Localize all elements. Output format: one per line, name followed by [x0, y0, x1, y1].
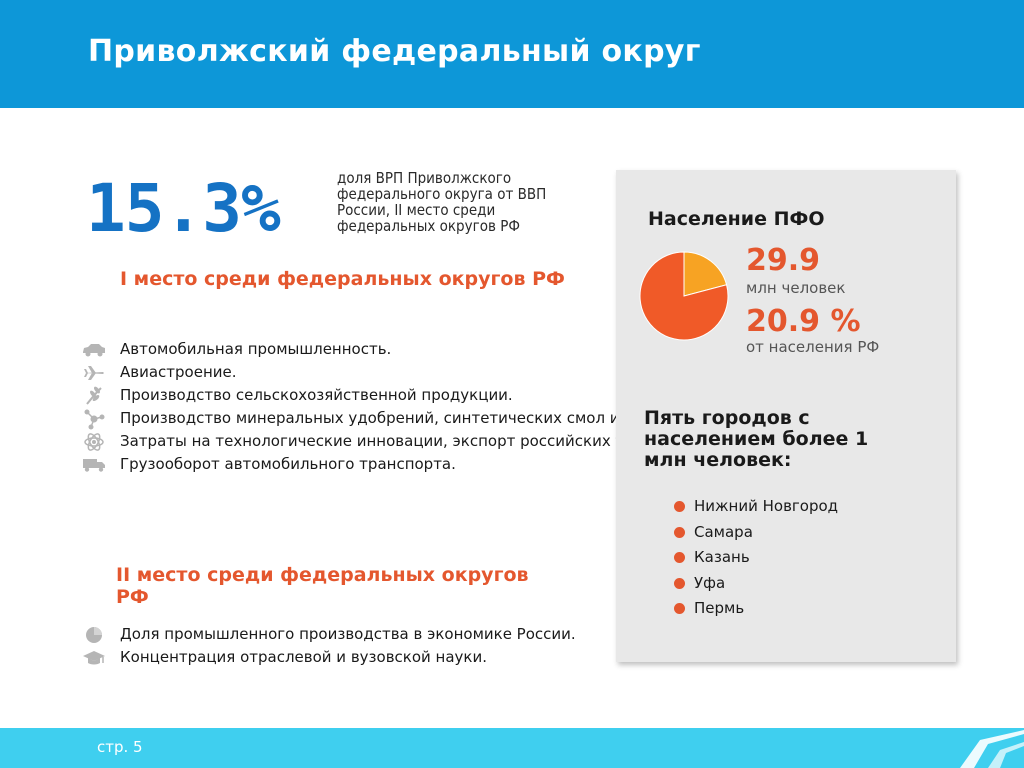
- list-item-label: Производство сельскохозяйственной продук…: [120, 386, 513, 404]
- city-item: Пермь: [674, 599, 838, 618]
- city-name: Казань: [694, 548, 750, 566]
- footer-bar: [0, 728, 1024, 768]
- population-share-value: 20.9 %: [746, 304, 861, 339]
- list-item: Производство минеральных удобрений, синт…: [80, 409, 712, 430]
- list-item: Производство сельскохозяйственной продук…: [80, 386, 712, 405]
- bullet-dot-icon: [674, 552, 685, 563]
- list-item: Грузооборот автомобильного транспорта.: [80, 455, 712, 474]
- city-name: Самара: [694, 522, 753, 541]
- list-item: Затраты на технологические инновации, эк…: [80, 432, 712, 451]
- population-share-label: от населения РФ: [746, 338, 880, 356]
- list-item-label: Производство минеральных удобрений, синт…: [120, 409, 712, 427]
- list-item-label: Грузооборот автомобильного транспорта.: [120, 455, 456, 473]
- header-bar: Приволжский федеральный округ: [0, 0, 1024, 108]
- rank-1-heading: I место среди федеральных округов РФ: [120, 268, 565, 290]
- pie-chart-icon: [82, 626, 106, 644]
- page-number: стр. 5: [97, 738, 143, 756]
- truck-icon: [82, 456, 106, 474]
- page-title: Приволжский федеральный округ: [88, 34, 701, 69]
- city-name: Уфа: [694, 573, 726, 592]
- bullet-dot-icon: [674, 526, 685, 538]
- bullet-dot-icon: [674, 501, 685, 512]
- atom-icon: [82, 433, 106, 451]
- list-item: Концентрация отраслевой и вузовской наук…: [80, 648, 576, 667]
- pie-slice-pfo: [683, 251, 728, 297]
- cities-heading: Пять городов с населением более 1 млн че…: [644, 407, 869, 471]
- list-item-label: Доля промышленного производства в эконом…: [120, 625, 576, 643]
- graduation-cap-icon: [82, 649, 106, 667]
- population-pie-chart: [639, 251, 729, 341]
- bullet-dot-icon: [674, 577, 685, 589]
- cities-list: Нижний Новгород Самара Казань Уфа Пермь: [674, 497, 838, 625]
- airplane-icon: [82, 364, 106, 382]
- list-item-label: Концентрация отраслевой и вузовской наук…: [120, 648, 487, 666]
- rank-1-list: Автомобильная промышленность. Авиастроен…: [80, 340, 712, 478]
- car-icon: [82, 341, 106, 359]
- list-item-label: Затраты на технологические инновации, эк…: [120, 432, 713, 450]
- bullet-dot-icon: [674, 603, 685, 614]
- population-heading: Население ПФО: [648, 208, 825, 230]
- list-item: Авиастроение.: [80, 363, 712, 382]
- population-value: 29.9: [746, 243, 821, 278]
- city-item: Уфа: [674, 574, 838, 593]
- city-name: Нижний Новгород: [694, 497, 839, 515]
- list-item: Автомобильная промышленность.: [80, 340, 712, 359]
- list-item: Доля промышленного производства в эконом…: [80, 625, 576, 644]
- list-item-label: Автомобильная промышленность.: [120, 340, 392, 358]
- population-unit: млн человек: [746, 279, 846, 297]
- city-item: Нижний Новгород: [674, 497, 838, 516]
- rank-2-heading: II место среди федеральных округов РФ: [116, 564, 529, 608]
- wheat-icon: [82, 386, 106, 405]
- pie-slice-rest-of-russia: [639, 251, 729, 341]
- gdp-share-value: 15.3%: [86, 170, 281, 247]
- city-item: Самара: [674, 523, 838, 542]
- list-item-label: Авиастроение.: [120, 363, 237, 381]
- city-name: Пермь: [694, 599, 745, 617]
- gdp-share-description: доля ВРП Приволжского федерального округ…: [337, 169, 547, 235]
- molecule-icon: [82, 409, 106, 430]
- city-item: Казань: [674, 548, 838, 567]
- rank-2-list: Доля промышленного производства в эконом…: [80, 625, 576, 671]
- logo-swoosh-icon: [960, 730, 1024, 768]
- population-panel: [616, 170, 956, 662]
